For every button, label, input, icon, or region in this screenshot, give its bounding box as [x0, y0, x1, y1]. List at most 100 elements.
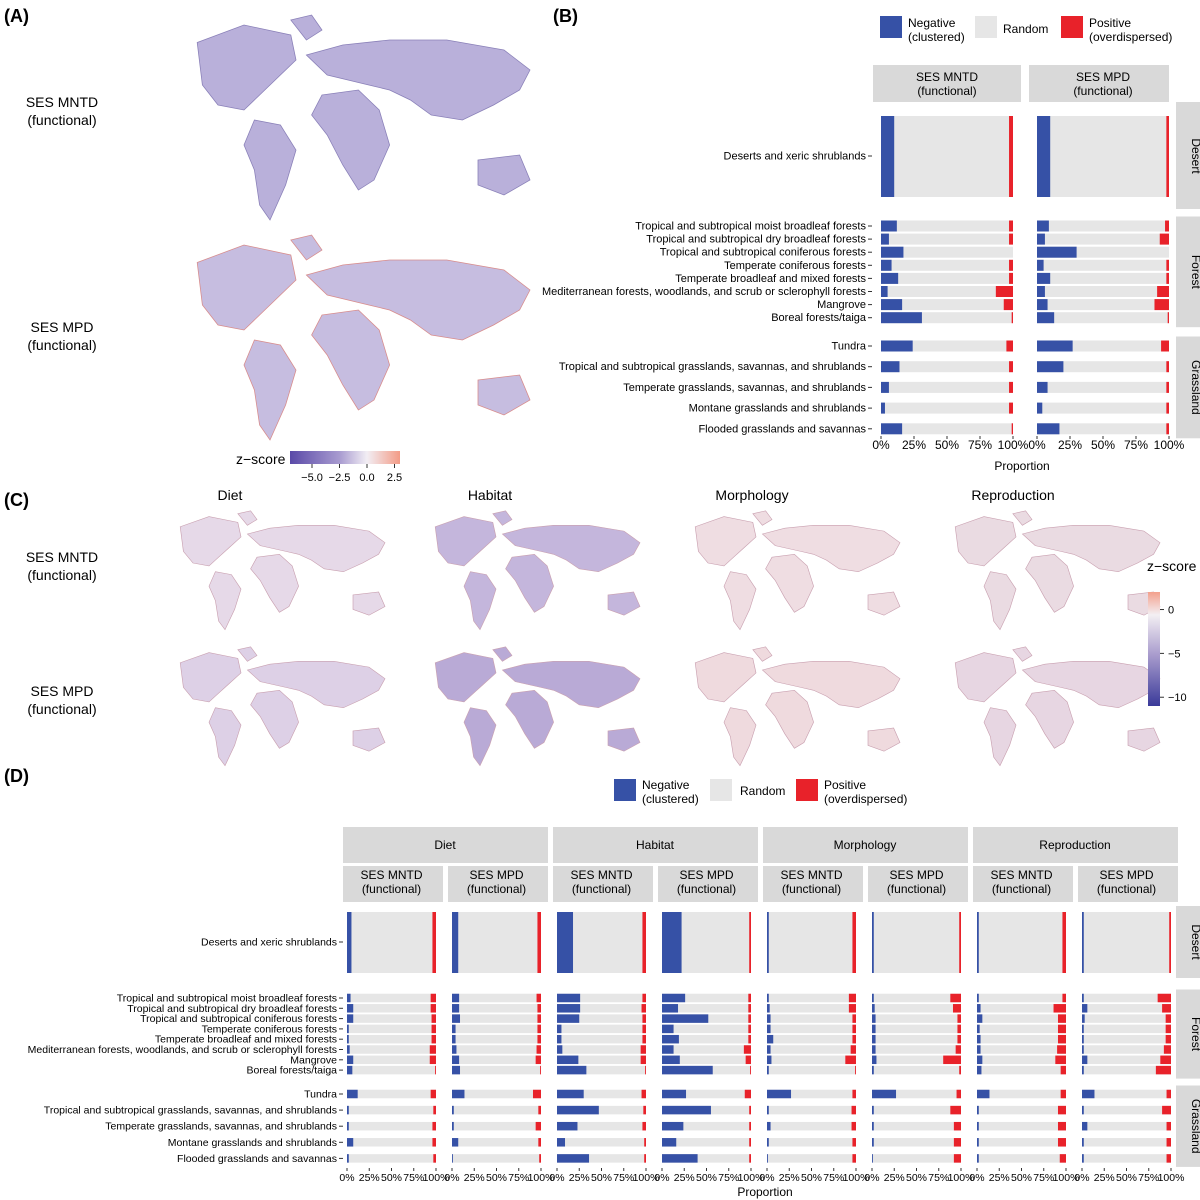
chart-d-bar-random-4-9	[767, 1089, 856, 1099]
chart-d-bar-random-7-12	[1082, 1138, 1171, 1147]
chart-b-category-label-8: Boreal forests/taiga	[771, 312, 867, 324]
chart-b-bar-positive-1-13	[1166, 423, 1169, 435]
chart-b-bar-negative-0-0	[881, 116, 895, 197]
chart-b-bar-positive-1-0	[1166, 116, 1169, 197]
chart-b-facet-label-0-a: SES MNTD	[916, 70, 978, 84]
chart-d-bar-positive-7-13	[1166, 1154, 1171, 1163]
chart-d-bar-positive-1-9	[532, 1089, 541, 1099]
chart-d-xtick-label-1-4: 100%	[528, 1172, 555, 1184]
chart-d-bar-random-7-1	[1082, 993, 1171, 1003]
chart-d-bar-random-2-12	[557, 1138, 646, 1147]
chart-b-bar-positive-0-12	[1009, 402, 1013, 414]
chart-b-bar-random-1-8	[1037, 312, 1169, 324]
chart-b-category-label-9: Tundra	[832, 341, 867, 353]
chart-d-bar-negative-1-7	[452, 1055, 460, 1065]
chart-b-bar-positive-1-6	[1157, 286, 1169, 297]
chart-d-bar-positive-1-1	[536, 993, 541, 1003]
chart-d-trait-header-2	[763, 827, 968, 863]
chart-d-bar-negative-2-13	[557, 1154, 590, 1163]
chart-d-bar-random-4-8	[767, 1065, 856, 1075]
row-label-a-mntd-2: (functional)	[27, 112, 96, 128]
chart-d-bar-positive-6-8	[1060, 1065, 1066, 1075]
chart-d-bar-positive-7-11	[1166, 1121, 1171, 1131]
chart-b-bar-random-1-13	[1037, 423, 1169, 435]
chart-d-category-label-5: Temperate broadleaf and mixed forests	[155, 1034, 337, 1046]
chart-d-bar-negative-7-1	[1082, 993, 1084, 1003]
chart-d-bar-negative-5-6	[872, 1045, 876, 1054]
chart-d-bar-negative-5-9	[872, 1089, 897, 1099]
chart-d-xtick-label-6-0: 0%	[969, 1172, 984, 1184]
chart-b-bar-random-0-5	[881, 272, 1013, 284]
colorbar-c-tick-label-0: 0	[1168, 605, 1174, 617]
chart-d-bar-random-5-2	[872, 1004, 961, 1013]
chart-d-xtick-label-0-4: 100%	[423, 1172, 450, 1184]
chart-d-bar-positive-3-13	[749, 1154, 751, 1163]
chart-d-bar-random-5-11	[872, 1121, 961, 1131]
chart-d-bar-negative-2-9	[557, 1089, 584, 1099]
chart-d-bar-positive-3-10	[749, 1105, 751, 1115]
chart-d-xtick-label-1-2: 50%	[486, 1172, 507, 1184]
chart-d-bar-random-3-9	[662, 1089, 751, 1099]
chart-d-xtick-label-2-4: 100%	[633, 1172, 660, 1184]
chart-d-bar-random-1-9	[452, 1089, 541, 1099]
chart-d-bar-positive-4-10	[851, 1105, 856, 1115]
chart-d-bar-positive-3-3	[748, 1014, 751, 1023]
chart-b-strip-desert	[1176, 102, 1200, 209]
chart-d-bar-random-4-1	[767, 993, 856, 1003]
chart-d-bar-positive-5-7	[943, 1055, 961, 1065]
chart-d-bar-random-4-13	[767, 1154, 856, 1163]
chart-d-bar-negative-4-12	[767, 1138, 769, 1147]
chart-d-bar-negative-0-2	[347, 1004, 354, 1013]
chart-d-xtick-label-5-3: 75%	[928, 1172, 949, 1184]
chart-d-bar-positive-7-0	[1169, 912, 1171, 973]
chart-d-bar-negative-7-6	[1082, 1045, 1084, 1054]
chart-d-bar-negative-4-7	[767, 1055, 772, 1065]
chart-b-strip-label-grassland: Grassland	[1189, 360, 1200, 415]
chart-d-xtick-label-3-3: 75%	[718, 1172, 739, 1184]
chart-b-bar-random-0-7	[881, 299, 1013, 311]
chart-d-bar-random-5-12	[872, 1138, 961, 1147]
colorbar-a-tick-label-1: −2.5	[329, 472, 351, 484]
chart-d-bar-negative-3-3	[662, 1014, 709, 1023]
chart-d-bar-positive-0-0	[432, 912, 436, 973]
chart-b-bar-positive-1-9	[1161, 340, 1169, 352]
chart-d-xtick-label-4-1: 25%	[779, 1172, 800, 1184]
chart-b-bar-negative-1-4	[1037, 259, 1044, 271]
chart-d-bar-positive-4-0	[852, 912, 856, 973]
chart-d-facet-header-5	[868, 866, 968, 902]
chart-d-bar-random-3-2	[662, 1004, 751, 1013]
chart-b-bar-random-0-1	[881, 220, 1013, 232]
chart-d-bar-random-7-0	[1082, 912, 1171, 973]
map-a-mpd	[195, 233, 532, 442]
chart-d-category-label-13: Flooded grasslands and savannas	[177, 1153, 337, 1165]
chart-d-bar-positive-4-8	[855, 1065, 856, 1075]
chart-b-bar-positive-0-5	[1009, 272, 1013, 284]
chart-d-bar-negative-7-12	[1082, 1138, 1084, 1147]
chart-d-bar-negative-4-13	[767, 1154, 768, 1163]
chart-d-bar-positive-1-2	[537, 1004, 541, 1013]
legend-b-random: Random	[1003, 22, 1048, 36]
chart-d-bar-negative-1-10	[452, 1105, 454, 1115]
chart-d-bar-random-1-12	[452, 1138, 541, 1147]
chart-d-bar-random-4-2	[767, 1004, 856, 1013]
chart-d-trait-header-1	[553, 827, 758, 863]
chart-d-bar-random-0-5	[347, 1034, 436, 1044]
chart-d-bar-positive-5-12	[953, 1138, 961, 1147]
chart-d-bar-random-0-11	[347, 1121, 436, 1131]
chart-b-xtick-label-0-2: 50%	[935, 438, 959, 452]
chart-d-xtick-label-5-4: 100%	[948, 1172, 975, 1184]
chart-d-bar-negative-1-5	[452, 1034, 456, 1044]
chart-d-bar-random-6-6	[977, 1045, 1066, 1054]
chart-d-bar-positive-3-1	[748, 993, 751, 1003]
chart-b-bar-random-0-2	[881, 233, 1013, 245]
row-label-c-mntd-1: SES MNTD	[26, 549, 98, 565]
chart-d-bar-positive-1-7	[535, 1055, 541, 1065]
chart-d-category-label-4: Temperate coniferous forests	[202, 1023, 337, 1035]
chart-d-strip-label-forest: Forest	[1189, 1017, 1200, 1052]
chart-d-bar-positive-0-9	[430, 1089, 436, 1099]
chart-b-bar-negative-1-7	[1037, 299, 1048, 311]
chart-b-bar-random-0-8	[881, 312, 1013, 324]
chart-d-xtick-label-3-4: 100%	[738, 1172, 765, 1184]
chart-d-bar-negative-1-12	[452, 1138, 459, 1147]
chart-d-xtick-label-6-4: 100%	[1053, 1172, 1080, 1184]
